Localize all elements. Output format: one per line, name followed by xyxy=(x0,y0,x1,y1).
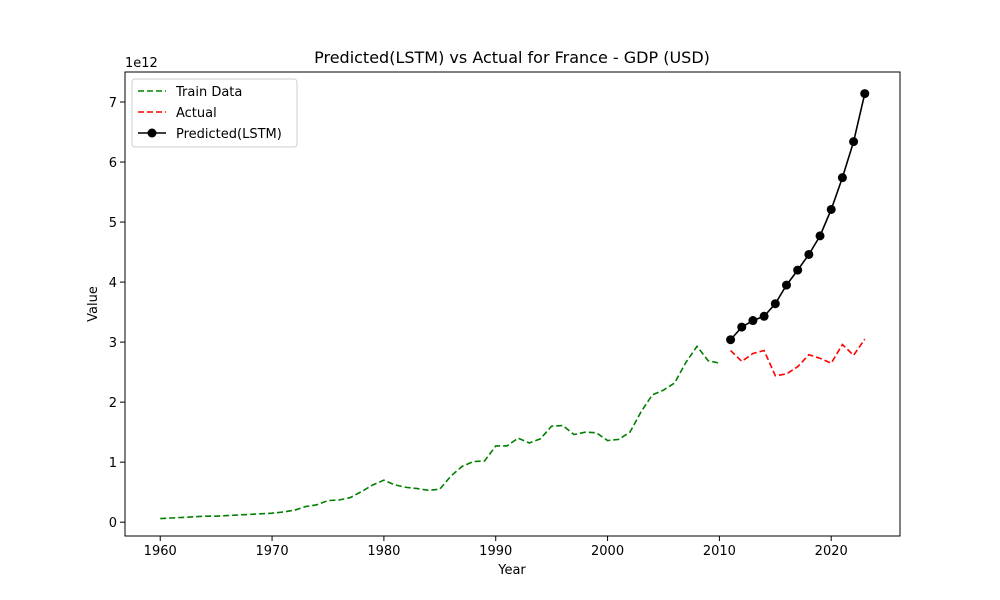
x-tick-label: 1980 xyxy=(367,544,400,559)
series-point xyxy=(737,322,747,332)
legend-label: Actual xyxy=(176,106,217,121)
x-tick-label: 1970 xyxy=(256,544,289,559)
x-tick-label: 2000 xyxy=(591,544,624,559)
y-tick-label: 2 xyxy=(109,396,117,411)
y-tick-label: 5 xyxy=(109,216,117,231)
y-tick-label: 0 xyxy=(109,516,117,531)
legend: Train Data Actual Predicted(LSTM) xyxy=(131,78,298,148)
series-point xyxy=(849,137,859,147)
series-point xyxy=(815,231,825,241)
x-axis-ticks: 1960 1970 1980 1990 2000 2010 2020 xyxy=(144,536,848,559)
y-tick-label: 4 xyxy=(109,276,117,291)
x-tick-label: 1960 xyxy=(144,544,177,559)
series-line-2 xyxy=(729,93,866,341)
y-axis-label: Value xyxy=(86,286,101,322)
series-point xyxy=(759,311,769,321)
y-axis-ticks: 0 1 2 3 4 5 6 7 xyxy=(109,96,125,531)
x-tick-label: 2020 xyxy=(815,544,848,559)
legend-marker xyxy=(147,128,157,138)
series-point xyxy=(770,299,780,309)
series-point xyxy=(804,249,814,259)
series-line-0 xyxy=(160,344,720,520)
series-point xyxy=(793,265,803,275)
plot-frame xyxy=(124,71,901,537)
y-tick-label: 6 xyxy=(109,156,117,171)
y-offset-label: 1e12 xyxy=(125,56,158,71)
series-line-1 xyxy=(730,338,866,377)
series-point xyxy=(826,204,836,214)
legend-label: Train Data xyxy=(175,85,242,100)
y-tick-label: 1 xyxy=(109,456,117,471)
series-point xyxy=(837,173,847,183)
y-tick-label: 7 xyxy=(109,96,117,111)
x-tick-label: 1990 xyxy=(479,544,512,559)
legend-box xyxy=(131,78,298,148)
series-point xyxy=(726,335,736,345)
chart-title: Predicted(LSTM) vs Actual for France - G… xyxy=(314,48,710,67)
series-point xyxy=(748,316,758,326)
series-point xyxy=(860,89,870,99)
series-point xyxy=(781,280,791,290)
legend-label: Predicted(LSTM) xyxy=(176,127,282,142)
x-axis-label: Year xyxy=(497,563,526,578)
series-layer xyxy=(160,89,870,520)
y-tick-label: 3 xyxy=(109,336,117,351)
x-tick-label: 2010 xyxy=(703,544,736,559)
